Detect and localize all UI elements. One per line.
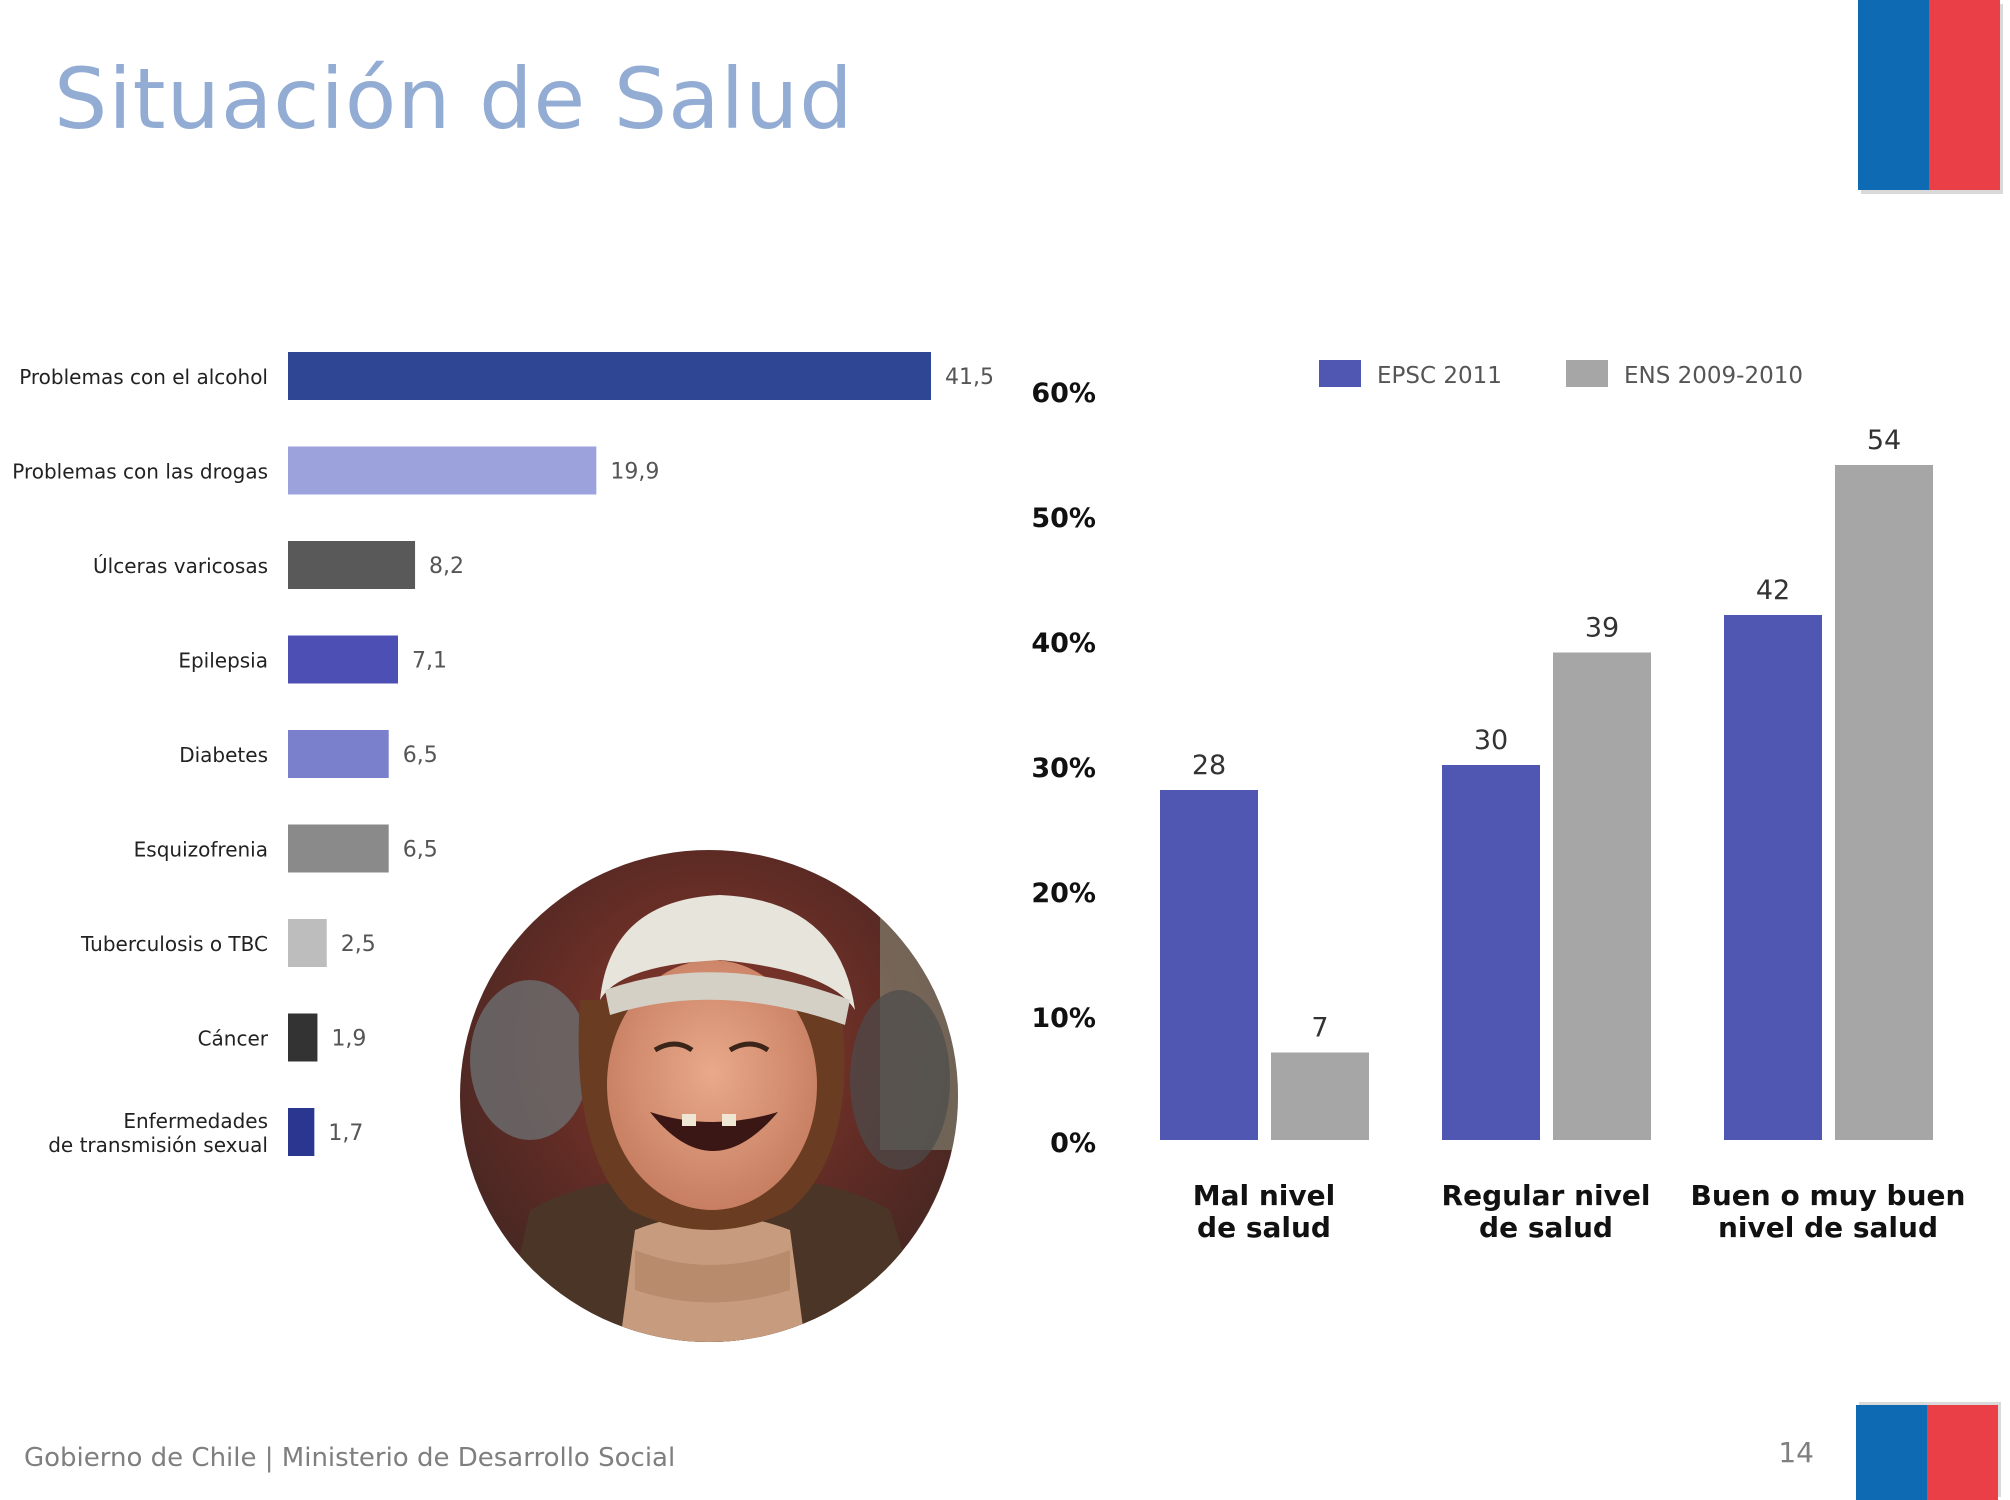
legend-label-1: EPSC 2011 (1377, 363, 1502, 389)
legend-swatch-2 (1566, 360, 1608, 387)
x-category-label-3-line-2: nivel de salud (1718, 1211, 1938, 1244)
y-tick-0: 0% (1050, 1128, 1096, 1159)
chile-flag-logo-bottom (1856, 1405, 1998, 1500)
x-category-label-2-line-2: de salud (1479, 1211, 1613, 1244)
category-label-4: Epilepsia (178, 649, 268, 673)
bar-2 (288, 446, 597, 495)
category-label-7: Tuberculosis o TBC (80, 932, 268, 956)
category-label-5: Diabetes (179, 743, 268, 767)
footer-text: Gobierno de Chile | Ministerio de Desarr… (24, 1443, 676, 1473)
bar-2-series-1 (1442, 765, 1540, 1140)
chile-flag-logo-top (1858, 0, 2000, 190)
health-level-bar-chart: 0% 10% 20% 30% 40% 50% 60% EPSC 2011 ENS 2009-20… (1031, 360, 1966, 1244)
y-tick-40: 40% (1031, 628, 1096, 659)
bar-9 (288, 1108, 315, 1156)
y-tick-60: 60% (1031, 378, 1096, 409)
data-label-1-2: 7 (1311, 1013, 1328, 1044)
value-label-6: 6,5 (403, 838, 438, 863)
data-label-3-1: 42 (1756, 575, 1790, 606)
data-label-2-1: 30 (1474, 725, 1508, 756)
health-problems-bar-chart: Problemas con el alcohol 41,5 Problemas co… (12, 352, 994, 1157)
category-label-2: Problemas con las drogas (12, 460, 268, 484)
legend-label-2: ENS 2009-2010 (1624, 363, 1803, 389)
bar-8 (288, 1013, 318, 1062)
data-label-1-1: 28 (1192, 750, 1226, 781)
bar-1-series-2 (1271, 1052, 1369, 1140)
bar-1-series-1 (1160, 790, 1258, 1140)
value-label-8: 1,9 (331, 1027, 366, 1052)
x-category-label-1-line-1: Mal nivel (1193, 1179, 1335, 1212)
category-label-1: Problemas con el alcohol (19, 365, 268, 389)
woman-photo (460, 850, 958, 1342)
data-label-3-2: 54 (1867, 425, 1901, 456)
value-label-5: 6,5 (403, 743, 438, 768)
bar-6 (288, 824, 389, 873)
bar-5 (288, 730, 389, 778)
x-category-label-1-line-2: de salud (1197, 1211, 1331, 1244)
bar-3-series-2 (1835, 465, 1933, 1140)
bar-2-series-2 (1553, 652, 1651, 1140)
y-tick-20: 20% (1031, 878, 1096, 909)
category-label-9-line-2: de transmisión sexual (48, 1133, 268, 1157)
legend-swatch-1 (1319, 360, 1361, 387)
bar-3-series-1 (1724, 615, 1822, 1140)
x-category-label-3-line-1: Buen o muy buen (1691, 1179, 1966, 1212)
category-label-3: Úlceras varicosas (93, 554, 268, 578)
bar-1 (288, 352, 931, 400)
value-label-2: 19,9 (610, 460, 659, 485)
page-title: Situación de Salud (54, 50, 854, 148)
category-label-6: Esquizofrenia (134, 838, 268, 862)
x-category-label-2-line-1: Regular nivel (1442, 1179, 1651, 1212)
value-label-7: 2,5 (341, 932, 376, 957)
bar-3 (288, 541, 416, 589)
category-label-8: Cáncer (198, 1027, 269, 1051)
value-label-1: 41,5 (945, 365, 994, 390)
bar-4 (288, 635, 399, 684)
value-label-4: 7,1 (412, 649, 447, 674)
page-number: 14 (1778, 1436, 1814, 1469)
y-tick-50: 50% (1031, 503, 1096, 534)
category-label-9-line-1: Enfermedades (123, 1109, 268, 1133)
y-tick-30: 30% (1031, 753, 1096, 784)
data-label-2-2: 39 (1585, 613, 1619, 644)
value-label-9: 1,7 (328, 1121, 363, 1146)
bar-7 (288, 919, 327, 967)
y-tick-10: 10% (1031, 1003, 1096, 1034)
value-label-3: 8,2 (429, 554, 464, 579)
